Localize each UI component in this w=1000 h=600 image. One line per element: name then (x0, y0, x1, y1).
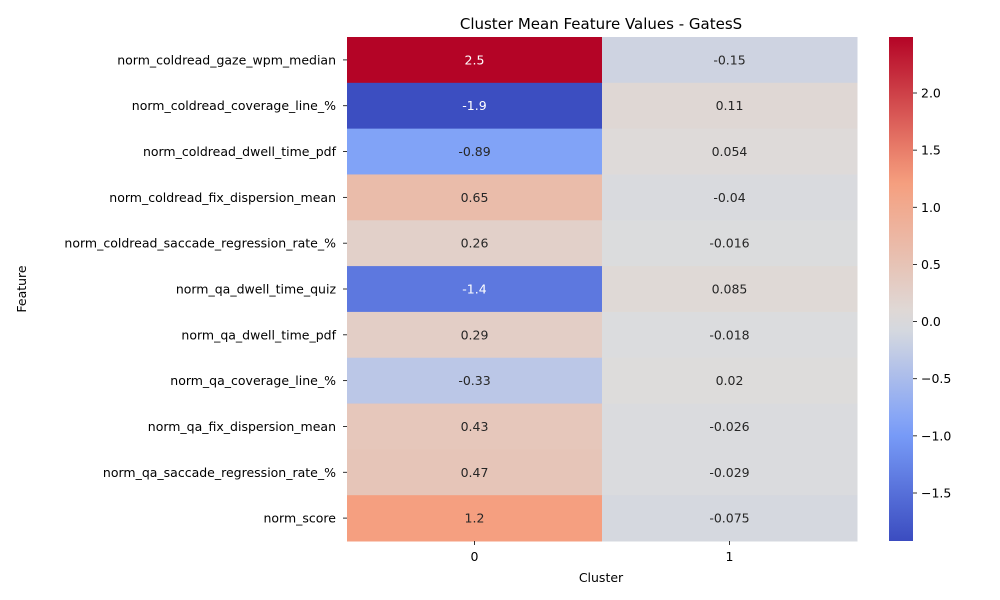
y-tick-labels: norm_coldread_gaze_wpm_median norm_coldre… (64, 52, 347, 526)
cell-value-label: 0.02 (716, 373, 744, 388)
cell-value-label: -0.075 (709, 511, 749, 526)
cell-value-label: 0.65 (461, 190, 489, 205)
y-axis-label: Feature (14, 265, 29, 313)
cell-value-label: 1.2 (465, 511, 485, 526)
heatmap-cell (602, 128, 858, 175)
heatmap-cell (602, 449, 858, 496)
y-tick-label: norm_qa_fix_dispersion_mean (148, 419, 336, 434)
cell-value-label: 0.11 (716, 98, 744, 113)
y-tick-label: norm_qa_coverage_line_% (170, 373, 336, 388)
heatmap-cell (602, 37, 858, 84)
cell-value-label: 0.054 (712, 144, 748, 159)
heatmap-cell (602, 174, 858, 221)
heatmap-cell (602, 266, 858, 313)
y-tick-label: norm_qa_dwell_time_pdf (181, 327, 336, 342)
cell-value-label: -0.33 (458, 373, 490, 388)
cell-value-label: -0.04 (713, 190, 745, 205)
heatmap-cell (347, 82, 603, 130)
y-tick-label: norm_coldread_dwell_time_pdf (143, 144, 337, 159)
heatmap-cell (347, 357, 603, 405)
heatmap-cell (347, 449, 603, 496)
y-tick-label: norm_qa_saccade_regression_rate_% (103, 465, 336, 480)
x-tick-label: 0 (471, 549, 479, 564)
heatmap-cell (347, 174, 603, 221)
heatmap-cell (347, 495, 603, 542)
heatmap-cell (602, 403, 858, 450)
cell-value-label: 0.26 (461, 236, 489, 251)
heatmap-cell (347, 266, 603, 313)
cell-value-label: -0.029 (709, 465, 749, 480)
cell-value-label: 0.085 (712, 282, 748, 297)
cell-value-label: 0.29 (461, 327, 489, 342)
y-tick-label: norm_coldread_fix_dispersion_mean (109, 190, 336, 205)
heatmap-cells: 2.5 -0.15 -1.9 0.11 -0.89 0.054 0.65 -0.04 0.26 -… (347, 37, 858, 542)
x-axis-label: Cluster (579, 570, 624, 585)
colorbar-tick-label: −0.5 (921, 371, 951, 386)
heatmap-cell (602, 82, 858, 130)
heatmap-cell (602, 357, 858, 405)
colorbar-tick-label: 0.0 (921, 314, 941, 329)
cell-value-label: 0.47 (461, 465, 489, 480)
cell-value-label: -0.018 (709, 327, 749, 342)
y-tick-label: norm_coldread_saccade_regression_rate_% (64, 236, 336, 251)
y-tick-label: norm_score (263, 511, 336, 526)
colorbar-tick-label: −1.0 (921, 428, 951, 443)
x-tick-label: 1 (726, 549, 734, 564)
heatmap-cell (602, 495, 858, 542)
heatmap-cell (347, 37, 603, 84)
colorbar-tick-label: 1.5 (921, 143, 941, 158)
cell-value-label: -0.026 (709, 419, 749, 434)
y-tick-label: norm_coldread_coverage_line_% (132, 98, 336, 113)
cell-value-label: 0.43 (461, 419, 489, 434)
heatmap-cell (602, 220, 858, 267)
cell-value-label: -1.4 (462, 282, 486, 297)
colorbar-tick-label: 0.5 (921, 257, 941, 272)
cell-value-label: -0.15 (713, 52, 745, 67)
y-tick-label: norm_coldread_gaze_wpm_median (117, 52, 336, 67)
heatmap-cell (602, 311, 858, 359)
cell-value-label: -0.016 (709, 236, 749, 251)
heatmap-cell (347, 403, 603, 450)
chart-title: Cluster Mean Feature Values - GatesS (460, 15, 742, 33)
cell-value-label: -1.9 (462, 98, 486, 113)
heatmap-cell (347, 128, 603, 175)
cell-value-label: -0.89 (458, 144, 490, 159)
colorbar-ticks: −1.5 −1.0 −0.5 0.0 0.5 1.0 1.5 2.0 (913, 86, 951, 501)
heatmap-cell (347, 311, 603, 359)
colorbar-tick-label: −1.5 (921, 486, 951, 501)
colorbar-tick-label: 2.0 (921, 86, 941, 101)
cell-value-label: 2.5 (465, 52, 485, 67)
heatmap-cell (347, 220, 603, 267)
colorbar (889, 37, 913, 541)
colorbar-tick-label: 1.0 (921, 200, 941, 215)
y-tick-label: norm_qa_dwell_time_quiz (176, 282, 337, 297)
